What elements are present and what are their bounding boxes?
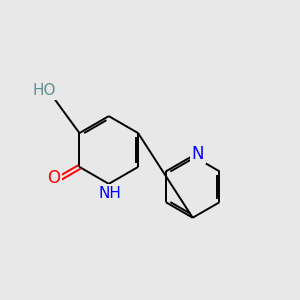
Text: N: N [192,145,204,163]
Text: NH: NH [99,186,122,201]
Text: O: O [47,169,60,187]
Text: O: O [47,169,60,187]
Text: HO: HO [32,83,56,98]
Text: N: N [192,145,204,163]
Text: HO: HO [32,83,56,98]
Text: NH: NH [99,186,122,201]
